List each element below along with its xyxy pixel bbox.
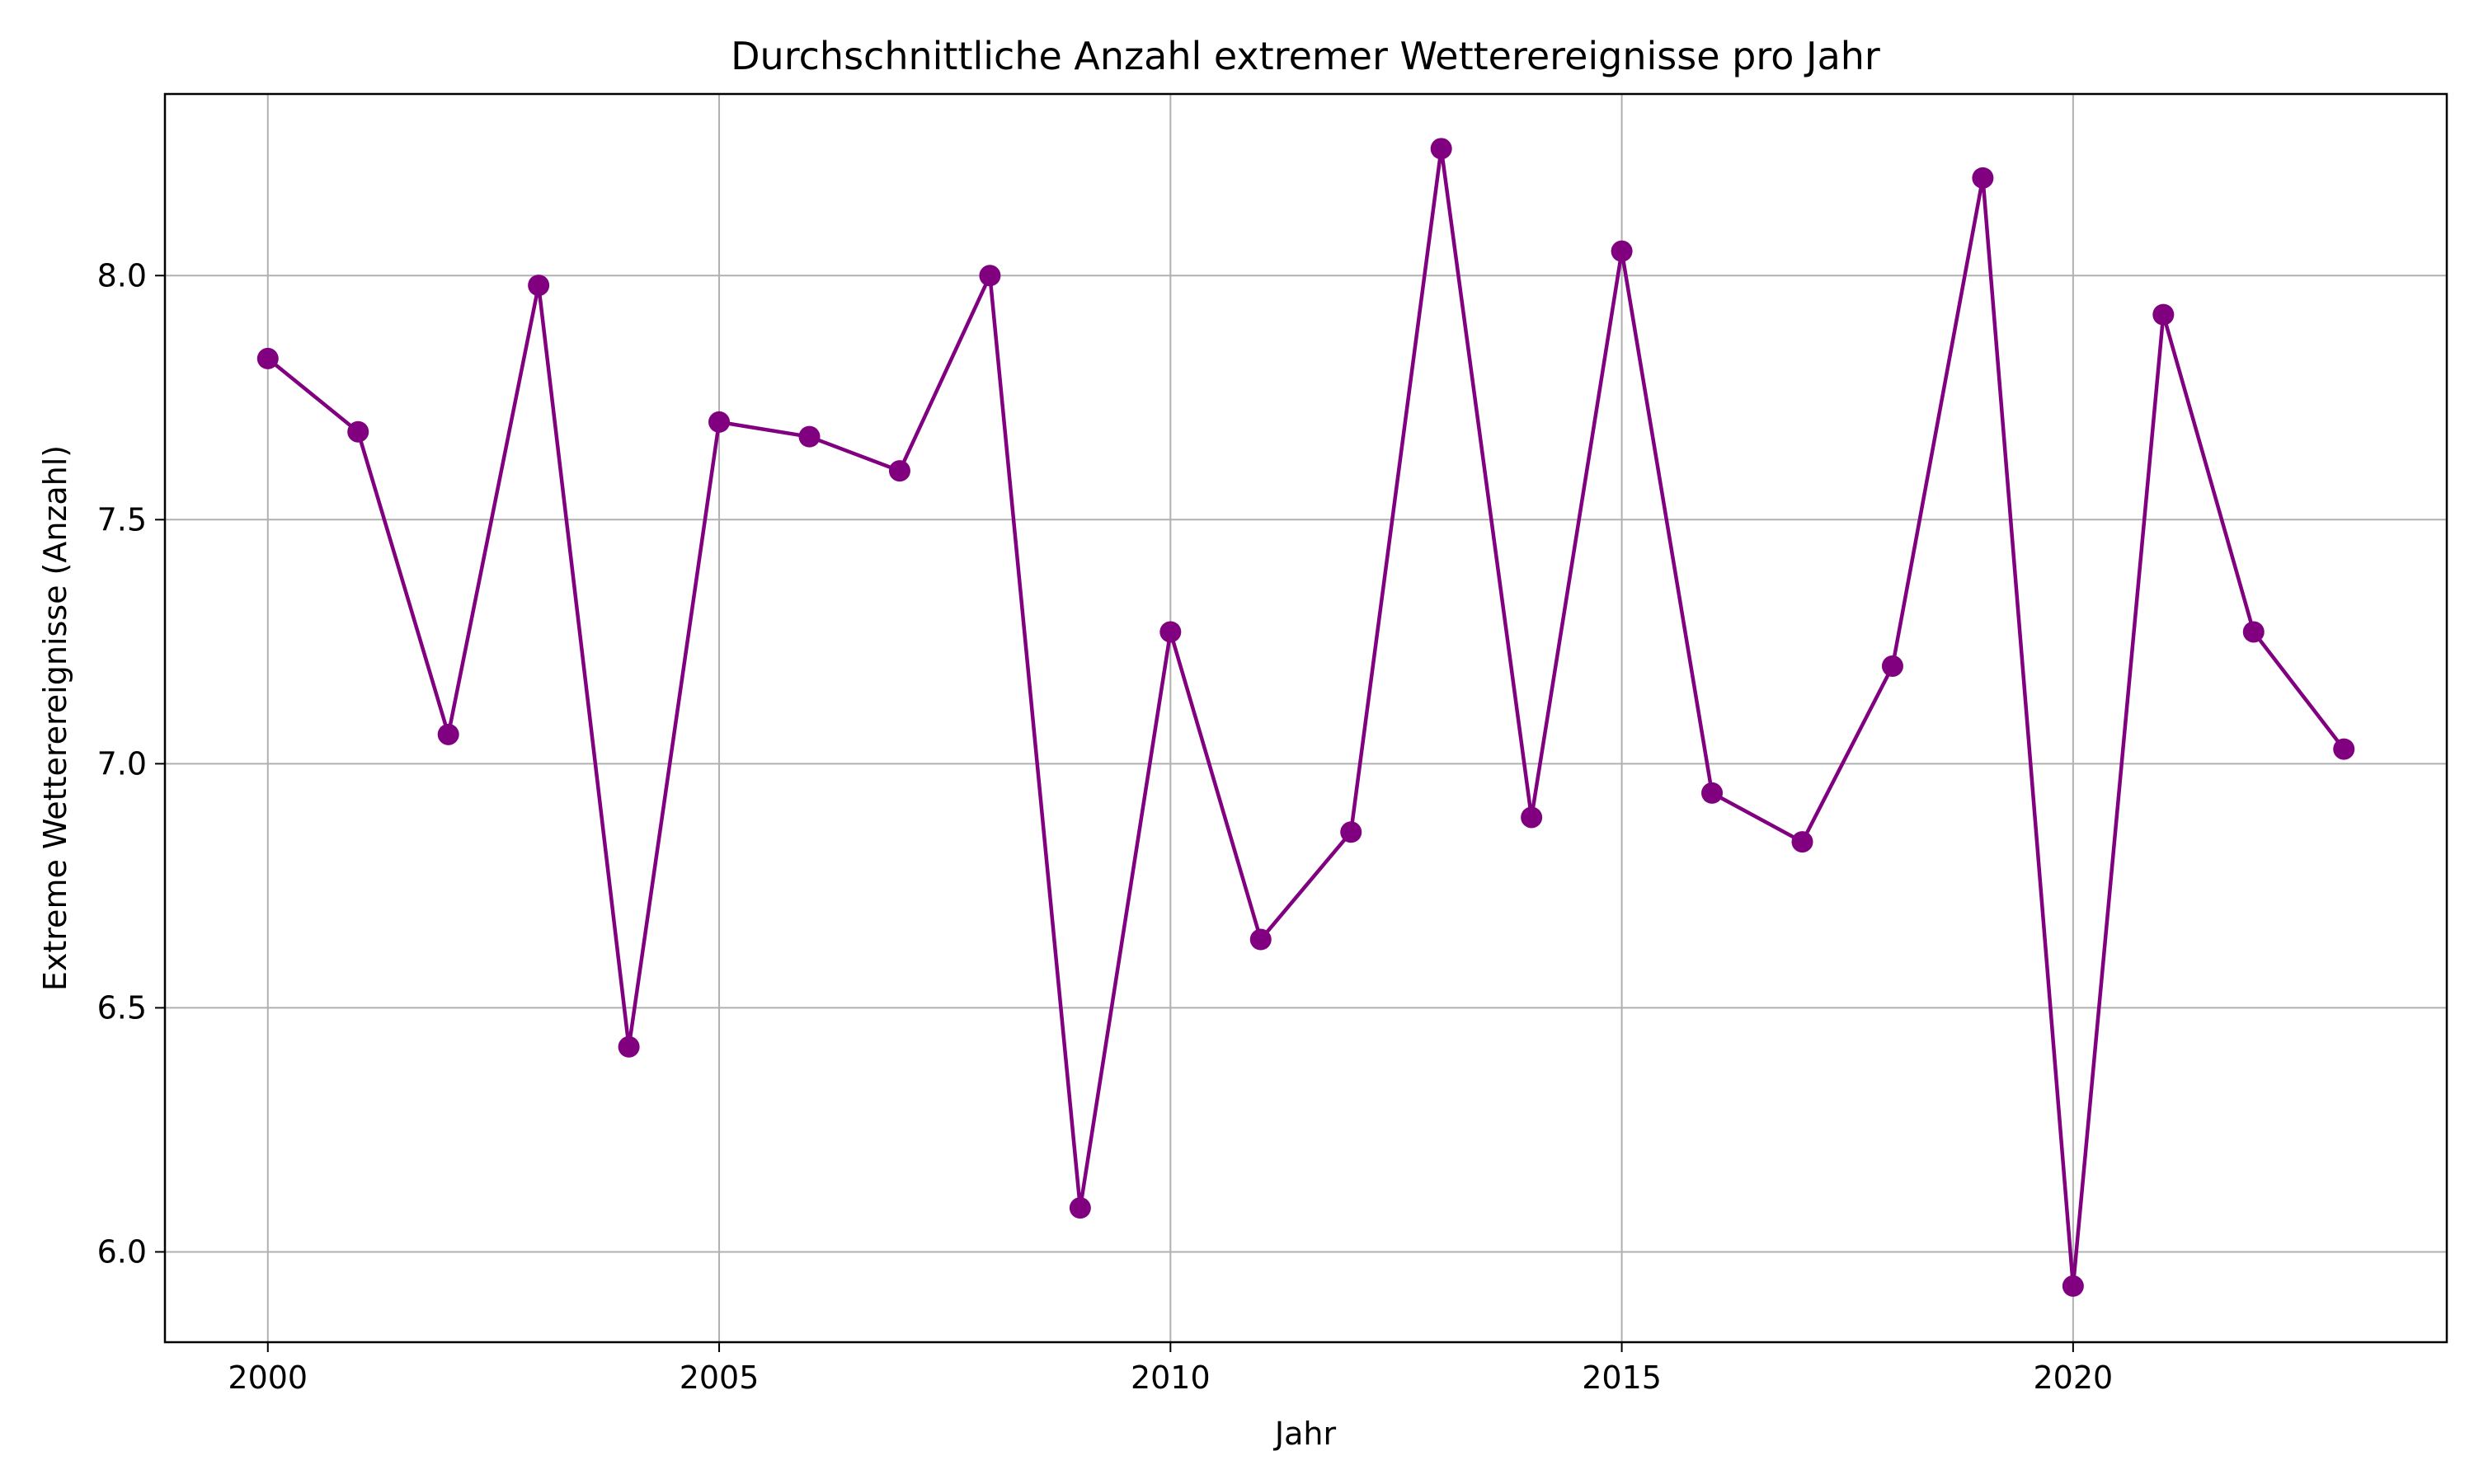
x-tick-label: 2020	[2034, 1360, 2114, 1396]
data-point	[1069, 1197, 1091, 1219]
x-tick-label: 2000	[228, 1360, 308, 1396]
data-point	[256, 347, 279, 369]
data-point	[979, 265, 1001, 287]
data-point	[1159, 621, 1182, 643]
data-point	[1701, 782, 1724, 804]
data-point	[2152, 303, 2175, 326]
y-tick-label: 6.5	[97, 989, 147, 1026]
data-point	[437, 723, 459, 745]
data-point	[1340, 821, 1362, 843]
data-point	[1881, 655, 1903, 677]
tick-layer: 2000 2005 2010 2015 2020 6.0 6.5 7.0 7.5 8.0	[97, 257, 2114, 1396]
y-tick-label: 7.0	[97, 745, 147, 782]
data-point	[888, 460, 910, 482]
data-point	[347, 420, 369, 443]
plot-frame	[163, 92, 2448, 1344]
x-axis-title: Jahr	[1273, 1416, 1337, 1452]
data-point	[1972, 167, 1994, 189]
chart-title: Durchschnittliche Anzahl extremer Wetter…	[731, 34, 1880, 78]
y-tick-label: 6.0	[97, 1233, 147, 1270]
data-point	[2062, 1275, 2084, 1297]
y-axis-title: Extreme Wetterereignisse (Anzahl)	[37, 445, 73, 991]
y-tick-label: 8.0	[97, 257, 147, 294]
series-layer	[256, 138, 2355, 1297]
x-tick-label: 2010	[1131, 1360, 1211, 1396]
y-tick-label: 7.5	[97, 501, 147, 538]
grid-layer	[165, 94, 2447, 1342]
data-point	[1521, 806, 1543, 829]
data-point	[2242, 621, 2265, 643]
data-point	[798, 425, 821, 448]
data-point	[618, 1036, 640, 1058]
series-line	[266, 147, 2346, 1289]
data-point	[708, 411, 731, 433]
data-point	[1249, 928, 1272, 951]
x-tick-label: 2005	[680, 1360, 760, 1396]
data-point	[1791, 831, 1813, 853]
x-tick-label: 2015	[1582, 1360, 1662, 1396]
data-point	[1430, 138, 1452, 160]
data-point	[528, 275, 550, 297]
data-point	[1611, 240, 1633, 262]
data-point	[2333, 738, 2355, 760]
